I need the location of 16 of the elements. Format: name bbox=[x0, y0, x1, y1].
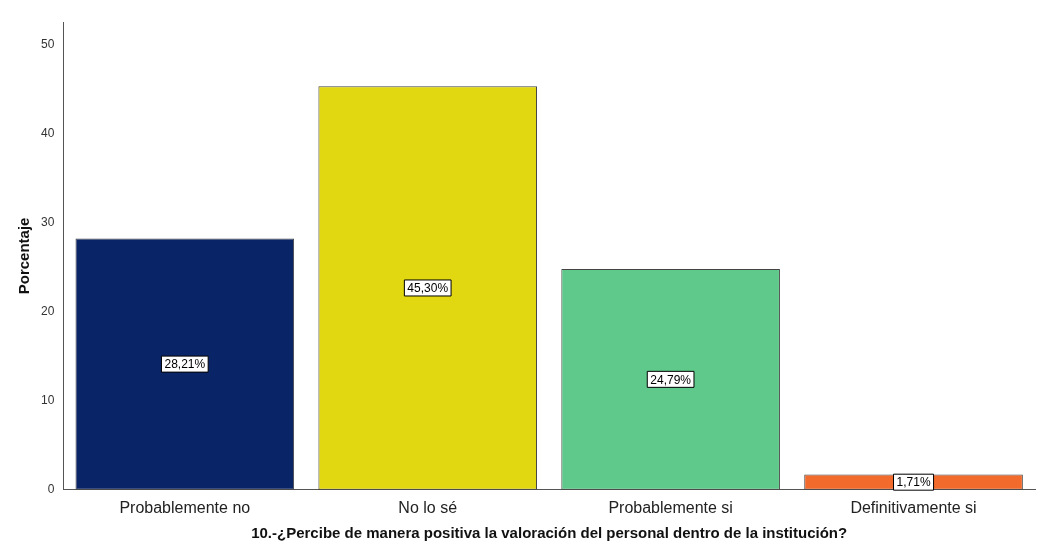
x-tick-label: Probablemente no bbox=[119, 498, 251, 516]
data-label: 45,30% bbox=[407, 281, 449, 296]
data-label: 24,79% bbox=[650, 372, 692, 387]
y-tick-label: 20 bbox=[40, 303, 55, 318]
y-tick-label: 10 bbox=[40, 393, 55, 408]
x-tick-label: No lo sé bbox=[398, 498, 458, 516]
data-label: 1,71% bbox=[896, 475, 931, 490]
y-tick-label: 0 bbox=[47, 482, 55, 497]
y-axis-title: Porcentaje bbox=[15, 217, 33, 295]
x-tick-label: Probablemente si bbox=[608, 498, 733, 516]
data-label: 28,21% bbox=[164, 357, 206, 372]
y-tick-label: 30 bbox=[40, 214, 55, 229]
x-tick-label: Definitivamente si bbox=[850, 498, 977, 516]
y-tick-label: 50 bbox=[40, 36, 55, 51]
x-axis-title: 10.-¿Percibe de manera positiva la valoración del personal dentro de la institución? bbox=[251, 524, 848, 542]
y-tick-label: 40 bbox=[40, 125, 55, 140]
